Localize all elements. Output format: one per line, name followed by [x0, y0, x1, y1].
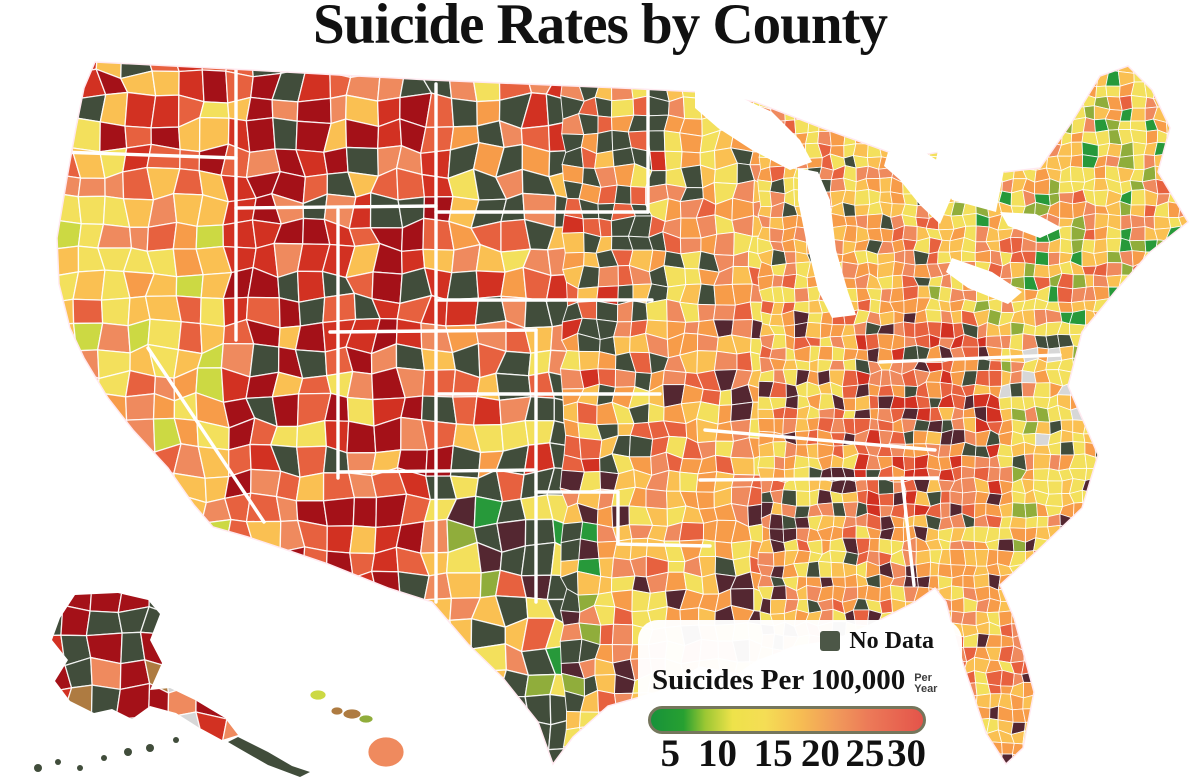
- legend-tick: 15: [753, 732, 793, 775]
- no-data-label: No Data: [849, 628, 934, 654]
- legend-tick: 30: [887, 732, 927, 775]
- hawaii-islands: [309, 689, 405, 768]
- legend-scale-unit: Per Year: [914, 671, 938, 695]
- legend-scale-title-row: Suicides Per 100,000 Per Year: [652, 664, 958, 697]
- legend-scale-title: Suicides Per 100,000: [652, 664, 906, 696]
- legend-tick: 25: [845, 732, 885, 775]
- legend-tick-labels: 5 10 15 20 25 30: [648, 734, 926, 776]
- state-borders: [58, 68, 1062, 604]
- legend-tick: 20: [800, 732, 840, 775]
- legend-color-gradient-bar: [648, 706, 926, 734]
- legend-tick: 10: [698, 732, 737, 775]
- no-data-swatch-icon: [820, 631, 841, 651]
- mainland-counties: [57, 62, 1188, 764]
- legend-tick: 5: [660, 732, 680, 775]
- great-lakes: [695, 88, 1062, 318]
- legend-no-data-row: No Data: [820, 628, 934, 654]
- map-title: Suicide Rates by County: [313, 0, 888, 56]
